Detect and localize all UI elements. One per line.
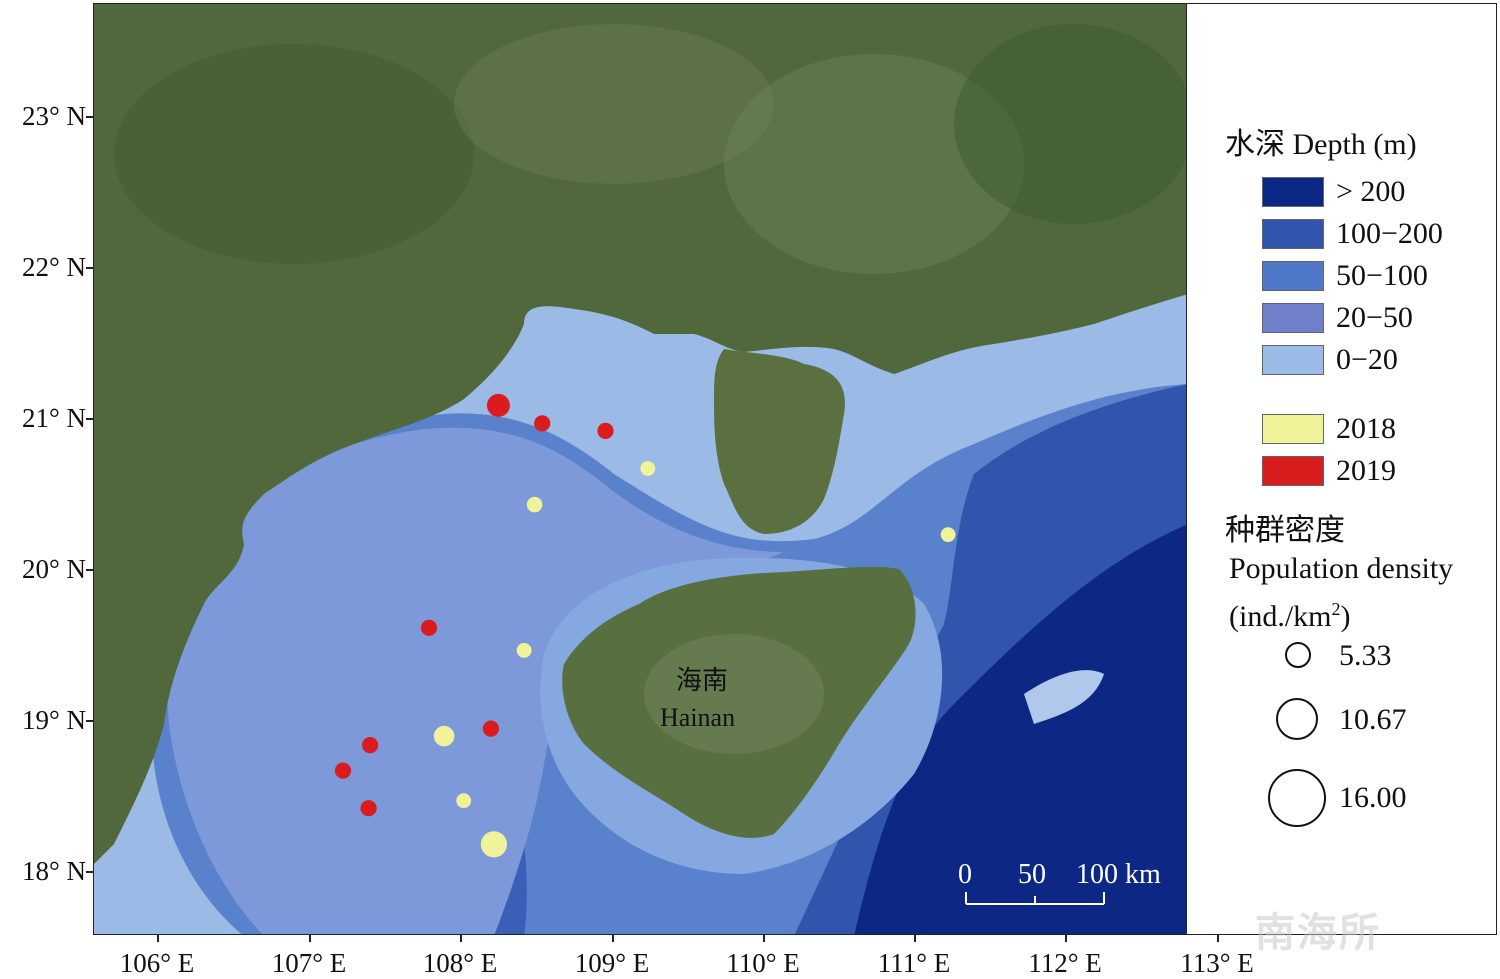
lat-label-19: 19° N — [21, 705, 86, 735]
lon-label-111: 111° E — [877, 948, 951, 978]
sample-point-2019-2 — [534, 415, 551, 432]
lat-label-20: 20° N — [21, 554, 86, 584]
size-circle-medium — [1276, 698, 1318, 740]
year-swatch-2018 — [1262, 414, 1324, 444]
lat-tick — [86, 569, 93, 571]
size-circle-large — [1268, 769, 1326, 827]
sample-point-2018-5 — [433, 725, 455, 747]
year-label-2018: 2018 — [1336, 412, 1396, 445]
map-frame: 海南 Hainan 0 50 100 km — [93, 3, 1187, 935]
scale-end: 100 km — [1076, 859, 1161, 890]
lon-tick — [460, 935, 462, 942]
hainan-label-en: Hainan — [660, 703, 736, 732]
depth-swatch-gt200 — [1262, 177, 1324, 207]
lat-label-23: 23° N — [21, 101, 86, 131]
depth-label-20-50: 20−50 — [1336, 301, 1413, 334]
scale-zero: 0 — [958, 859, 972, 890]
depth-label-0-20: 0−20 — [1336, 343, 1398, 376]
size-label-large: 16.00 — [1339, 781, 1407, 814]
lon-label-110: 110° E — [726, 948, 800, 978]
size-label-medium: 10.67 — [1339, 703, 1407, 736]
lat-label-18: 18° N — [21, 856, 86, 886]
depth-swatch-20-50 — [1262, 303, 1324, 333]
legend-panel: 水深 Depth (m) > 200 100−200 50−100 20−50 … — [1187, 3, 1497, 935]
sample-point-2018-4 — [516, 643, 532, 658]
watermark-logo: 南海所 — [1255, 910, 1381, 956]
lat-label-21: 21° N — [21, 403, 86, 433]
sample-point-2019-1 — [486, 393, 510, 417]
density-unit-base: (ind./km — [1229, 600, 1332, 633]
sample-point-2018-2 — [526, 496, 543, 513]
depth-20-50 — [166, 427, 784, 934]
sample-point-2018-6 — [456, 793, 472, 809]
lat-tick — [86, 116, 93, 118]
hainan-label-cn: 海南 — [676, 666, 729, 695]
density-unit-close: ) — [1340, 600, 1351, 633]
sample-point-2019-6 — [362, 737, 379, 754]
depth-0-20 — [94, 284, 1186, 934]
sample-point-2019-4 — [420, 619, 438, 636]
lat-tick — [86, 720, 93, 722]
sample-point-2019-7 — [334, 762, 352, 779]
depth-label-100-200: 100−200 — [1336, 217, 1443, 250]
lat-tick — [86, 418, 93, 420]
density-unit: (ind./km2) — [1229, 592, 1351, 634]
size-circle-small — [1285, 642, 1311, 668]
density-title-cn: 种群密度 — [1225, 514, 1345, 547]
scale-mid: 50 — [1018, 859, 1046, 890]
lon-label-106: 106° E — [119, 948, 195, 978]
lon-tick — [157, 935, 159, 942]
lat-label-22: 22° N — [21, 252, 86, 282]
bank-patch-1 — [1024, 670, 1104, 724]
year-label-2019: 2019 — [1336, 454, 1396, 487]
lat-tick — [86, 871, 93, 873]
lon-tick — [612, 935, 614, 942]
lat-tick — [86, 267, 93, 269]
lon-tick — [1065, 935, 1067, 942]
sampling-points-layer — [334, 393, 956, 858]
depth-legend-title: 水深 Depth (m) — [1225, 128, 1417, 161]
depth-swatch-0-20 — [1262, 345, 1324, 375]
sample-point-2018-3 — [940, 527, 956, 542]
density-title-en: Population density — [1229, 552, 1454, 585]
size-label-small: 5.33 — [1339, 639, 1392, 672]
depth-swatch-100-200 — [1262, 219, 1324, 249]
sample-point-2019-5 — [482, 720, 499, 737]
lon-tick — [914, 935, 916, 942]
lon-tick — [309, 935, 311, 942]
lon-label-113: 113° E — [1180, 948, 1254, 978]
lon-tick — [763, 935, 765, 942]
lon-label-108: 108° E — [422, 948, 498, 978]
lon-label-107: 107° E — [271, 948, 347, 978]
sample-point-2018-1 — [640, 461, 656, 476]
density-unit-sup: 2 — [1331, 599, 1341, 619]
lon-tick — [1217, 935, 1219, 942]
depth-label-50-100: 50−100 — [1336, 259, 1428, 292]
year-swatch-2019 — [1262, 456, 1324, 486]
sample-point-2019-3 — [597, 422, 614, 439]
lon-label-109: 109° E — [574, 948, 650, 978]
lon-label-112: 112° E — [1028, 948, 1102, 978]
basemap — [94, 4, 1186, 934]
scale-bar — [965, 892, 1105, 905]
sample-point-2019-8 — [360, 800, 377, 817]
hainan-land — [562, 566, 916, 838]
leizhou-land — [714, 349, 845, 534]
depth-label-gt200: > 200 — [1336, 175, 1406, 208]
sample-point-2018-7 — [480, 831, 507, 858]
depth-swatch-50-100 — [1262, 261, 1324, 291]
